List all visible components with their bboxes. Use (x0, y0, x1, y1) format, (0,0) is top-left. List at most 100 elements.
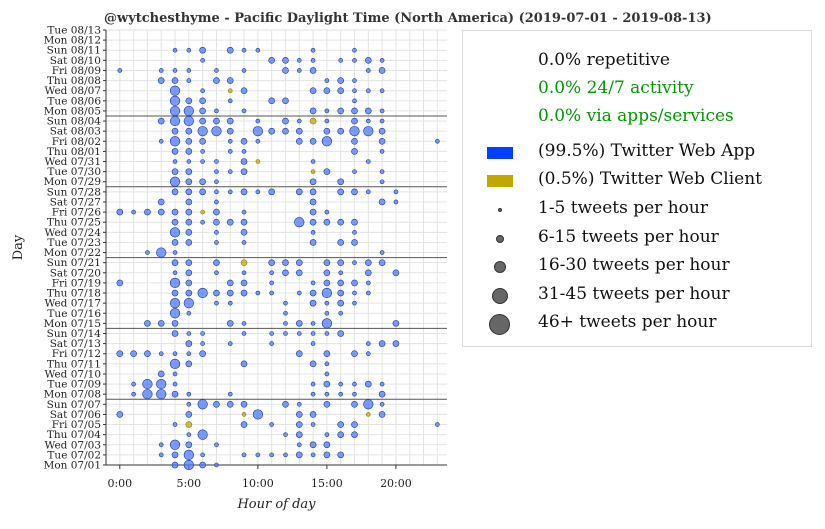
legend-size-16-30: 16-30 tweets per hour (463, 255, 811, 283)
data-point (240, 289, 248, 297)
data-point (337, 421, 344, 428)
y-tick-label: Sat 07/20 (50, 267, 101, 279)
data-point (365, 269, 372, 277)
data-point (169, 176, 181, 187)
y-tick-label: Tue 07/16 (47, 308, 101, 320)
data-point (324, 118, 330, 124)
y-tick-label: Sat 08/10 (50, 55, 101, 67)
data-point (157, 208, 165, 216)
data-point (378, 198, 386, 206)
data-point (365, 57, 372, 64)
data-point (186, 47, 192, 53)
data-point (172, 270, 178, 276)
data-point (185, 229, 193, 236)
data-point (227, 138, 233, 144)
data-point (199, 46, 206, 54)
legend-size-label: 1-5 tweets per hour (538, 198, 708, 218)
data-point (337, 289, 344, 297)
data-point (199, 350, 206, 358)
data-point (169, 308, 181, 319)
data-point (172, 68, 178, 73)
data-point (169, 105, 181, 117)
y-tick-label: Mon 07/08 (44, 389, 101, 401)
data-point (352, 58, 357, 63)
y-tick-label: Wed 07/31 (45, 156, 101, 168)
data-point (171, 168, 179, 175)
data-point (337, 188, 344, 196)
data-point (310, 280, 316, 286)
data-point (240, 158, 248, 165)
data-point (324, 209, 330, 215)
data-point (200, 219, 205, 225)
data-point (351, 239, 358, 246)
data-point (338, 58, 343, 63)
data-point (269, 341, 274, 346)
data-point (169, 358, 181, 369)
data-point (214, 230, 219, 235)
data-point (310, 321, 316, 326)
data-point (169, 115, 181, 127)
y-tick-label: Tue 08/06 (47, 95, 101, 107)
data-point (435, 138, 440, 144)
data-point (366, 88, 371, 93)
data-point (200, 452, 205, 458)
data-point (169, 439, 181, 450)
data-point (200, 341, 205, 346)
data-point (169, 85, 181, 96)
data-point (197, 399, 208, 410)
data-point (185, 97, 193, 105)
data-point (214, 199, 219, 205)
data-point (282, 259, 289, 266)
legend-size-46-plus: 46+ tweets per hour (463, 312, 811, 340)
y-tick-label: Fri 08/02 (52, 136, 101, 148)
y-tick-label: Mon 07/22 (44, 247, 101, 259)
data-point (171, 289, 179, 297)
data-point (378, 67, 386, 74)
y-tick-label: Tue 07/09 (47, 379, 101, 391)
data-point (393, 189, 399, 195)
data-point (241, 452, 247, 458)
data-point (226, 289, 234, 297)
data-point (185, 259, 193, 266)
y-tick-label: Wed 07/10 (45, 368, 101, 380)
data-point (337, 77, 344, 84)
data-point (321, 136, 332, 147)
data-point (309, 218, 317, 226)
data-point (268, 127, 275, 135)
data-point (200, 149, 205, 154)
y-tick-label: Sun 07/07 (47, 399, 101, 411)
data-point (158, 351, 164, 357)
data-point (268, 188, 275, 196)
stat-repetitive: 0.0% repetitive (538, 50, 670, 70)
data-point (309, 67, 317, 74)
legend: 0.0% repetitive 0.0% 24/7 activity 0.0% … (462, 30, 812, 347)
data-point (310, 381, 316, 387)
data-point (324, 391, 330, 397)
data-point (283, 432, 288, 437)
data-point (142, 389, 153, 400)
data-point (185, 178, 193, 186)
data-point (309, 117, 317, 125)
legend-size-31-45: 31-45 tweets per hour (463, 284, 811, 312)
data-point (379, 381, 385, 387)
data-point (268, 259, 275, 266)
y-tick-label: Tue 08/13 (47, 25, 101, 37)
data-point (171, 320, 179, 327)
data-point (241, 331, 247, 336)
data-point (337, 178, 344, 186)
data-point (185, 340, 193, 347)
data-point (171, 218, 179, 226)
data-point (323, 259, 331, 266)
data-point (241, 68, 247, 73)
data-point (200, 209, 205, 215)
data-point (310, 452, 316, 458)
y-tick-label: Sat 08/03 (50, 126, 101, 138)
y-tick-label: Fri 07/12 (52, 348, 101, 360)
chart-title: @wytchesthyme - Pacific Daylight Time (N… (104, 11, 712, 26)
data-point (144, 320, 151, 327)
data-point (283, 310, 288, 316)
data-point (366, 341, 371, 346)
data-point (309, 188, 317, 196)
data-point (282, 57, 289, 64)
data-point (185, 279, 193, 287)
